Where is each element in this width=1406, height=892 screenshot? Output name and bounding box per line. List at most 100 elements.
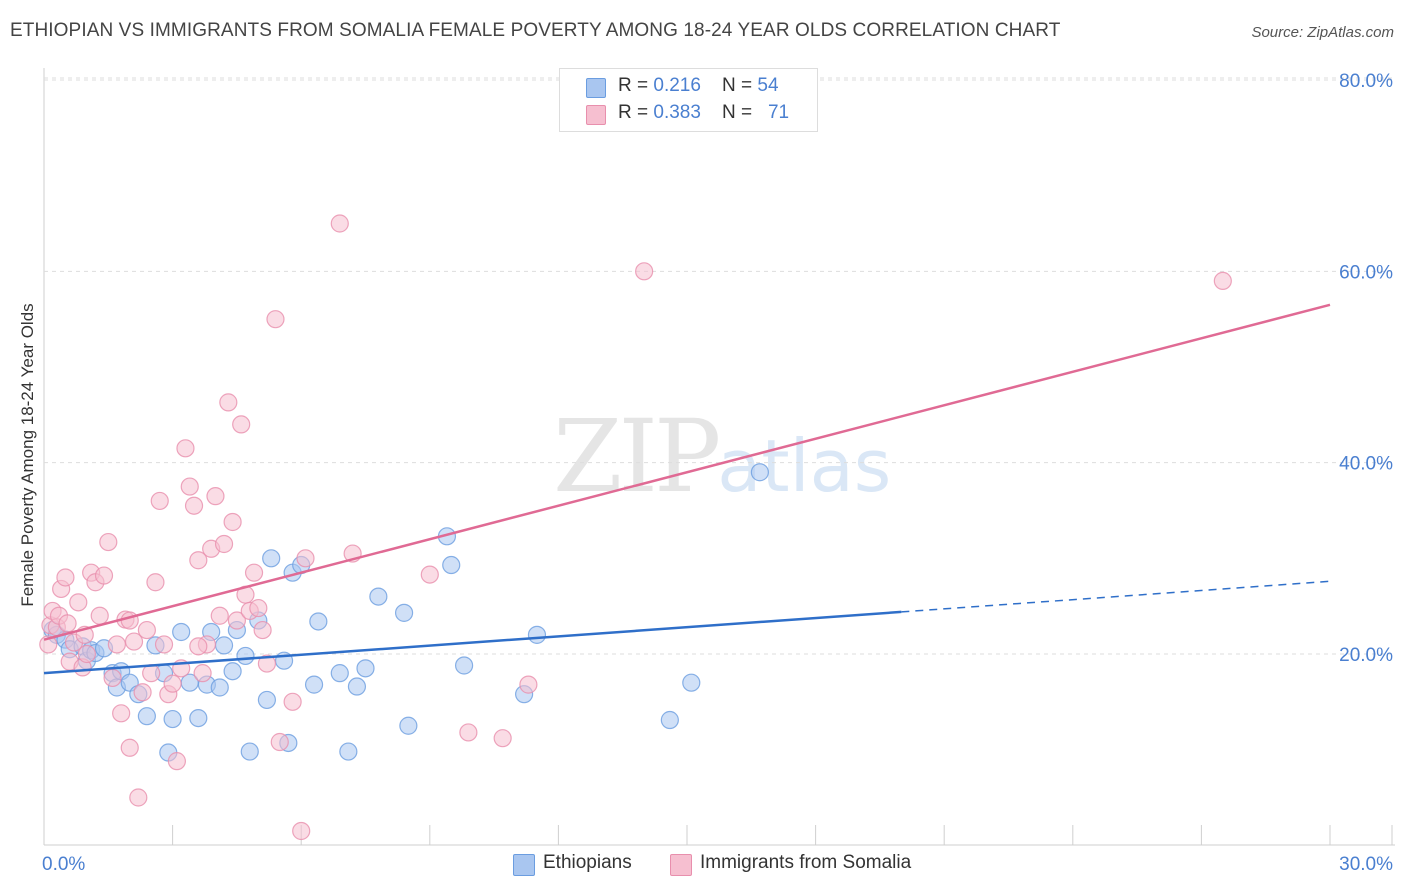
somalia-point: [112, 704, 131, 723]
ethiopian-point: [750, 463, 769, 482]
somalia-point: [77, 644, 96, 664]
somalia-point: [292, 821, 311, 841]
y-axis-label: Female Poverty Among 18-24 Year Olds: [18, 303, 37, 607]
somalia-swatch: [586, 105, 606, 125]
ethiopian-point: [682, 673, 701, 692]
ethiopian-point: [347, 677, 367, 696]
somalia-point: [223, 512, 242, 532]
x-tick-label: 0.0%: [42, 854, 85, 875]
somalia-point: [107, 635, 126, 654]
ethiopian-point: [442, 555, 461, 575]
somalia-point: [120, 738, 139, 757]
somalia-trend-line: [43, 303, 1331, 641]
ethiopians-swatch: [586, 78, 606, 98]
legend-label-somalia: Immigrants from Somalia: [700, 852, 912, 873]
somalia-point: [493, 729, 512, 748]
y-tick-label: 80.0%: [1339, 71, 1393, 92]
ethiopian-point: [172, 622, 191, 642]
series-legend: Ethiopians Immigrants from Somalia: [0, 852, 1406, 876]
ethiopian-point: [330, 664, 349, 683]
ethiopian-point: [454, 656, 474, 675]
ethiopian-point: [163, 709, 182, 729]
somalia-point: [180, 477, 199, 496]
watermark-zip: ZIP: [553, 398, 721, 515]
somalia-point: [206, 487, 225, 506]
somalia-point: [137, 620, 156, 640]
somalia-point: [90, 606, 109, 625]
ethiopian-point: [210, 678, 229, 697]
ethiopian-point: [304, 675, 324, 694]
somalia-point: [184, 496, 204, 515]
somalia-point: [249, 598, 268, 618]
somalia-point: [420, 565, 439, 584]
ethiopian-point: [399, 716, 418, 735]
ethiopian-point: [527, 625, 547, 644]
somalia-point: [270, 732, 289, 752]
somalia-point: [296, 549, 315, 568]
somalia-point: [167, 752, 186, 771]
ethiopian-point: [236, 646, 255, 666]
y-tick-label: 60.0%: [1339, 262, 1393, 283]
correlation-legend: R = 0.216 N = 54 R = 0.383 N = 71: [559, 68, 818, 132]
somalia-point: [69, 593, 88, 612]
legend-label-ethiopians: Ethiopians: [543, 852, 632, 873]
somalia-point: [176, 439, 195, 458]
ethiopian-point: [189, 708, 208, 728]
ethiopian-point: [660, 710, 679, 730]
somalia-point: [253, 620, 272, 640]
somalia-point: [210, 606, 229, 625]
somalia-point: [193, 664, 212, 683]
somalia-point: [150, 491, 169, 511]
somalia-legend-swatch: [670, 854, 692, 876]
n-label: N =: [722, 102, 758, 123]
x-tick-label: 30.0%: [1339, 854, 1393, 875]
ethiopian-point: [240, 742, 259, 761]
somalia-point: [227, 611, 246, 630]
r-label: R =: [618, 75, 654, 96]
somalia-point: [219, 393, 238, 412]
somalia-point: [39, 635, 58, 654]
r-value-ethiopians: 0.216: [653, 75, 701, 96]
somalia-point: [519, 675, 538, 694]
somalia-point: [94, 566, 114, 585]
y-tick-label: 40.0%: [1339, 454, 1393, 475]
chart-title: ETHIOPIAN VS IMMIGRANTS FROM SOMALIA FEM…: [10, 20, 1061, 41]
watermark: ZIPatlas: [553, 398, 891, 515]
ethiopians-legend-swatch: [513, 854, 535, 876]
n-value-somalia: 71: [767, 102, 790, 123]
somalia-point: [133, 683, 152, 702]
somalia-point: [257, 654, 277, 673]
source-label: Source: ZipAtlas.com: [1251, 24, 1394, 41]
ethiopians-trend-extension: [901, 580, 1331, 613]
watermark-atlas: atlas: [717, 424, 892, 508]
ethiopian-point: [339, 742, 358, 761]
somalia-point: [58, 614, 77, 633]
somalia-point: [189, 551, 208, 570]
r-label: R =: [618, 102, 654, 123]
ethiopian-point: [214, 636, 234, 655]
y-tick-label: 20.0%: [1339, 645, 1393, 666]
ethiopians-trend-line: [43, 610, 902, 675]
ethiopian-point: [223, 662, 242, 681]
somalia-point: [1213, 271, 1232, 290]
somalia-point: [283, 692, 302, 711]
n-label: N =: [722, 75, 758, 96]
ethiopian-point: [369, 587, 388, 606]
somalia-point: [124, 632, 144, 651]
ethiopian-point: [257, 690, 277, 710]
ethiopian-point: [309, 612, 328, 631]
somalia-point: [266, 310, 285, 329]
somalia-point: [163, 674, 182, 693]
somalia-point: [214, 534, 234, 554]
somalia-point: [103, 668, 122, 688]
r-value-somalia: 0.383: [653, 102, 701, 123]
n-value-ethiopians: 54: [757, 75, 779, 96]
somalia-point: [232, 415, 251, 434]
somalia-point: [129, 788, 148, 807]
somalia-point: [154, 635, 174, 654]
somalia-point: [189, 637, 208, 656]
somalia-point: [146, 573, 165, 592]
somalia-point: [330, 214, 349, 233]
ethiopian-point: [262, 549, 281, 568]
